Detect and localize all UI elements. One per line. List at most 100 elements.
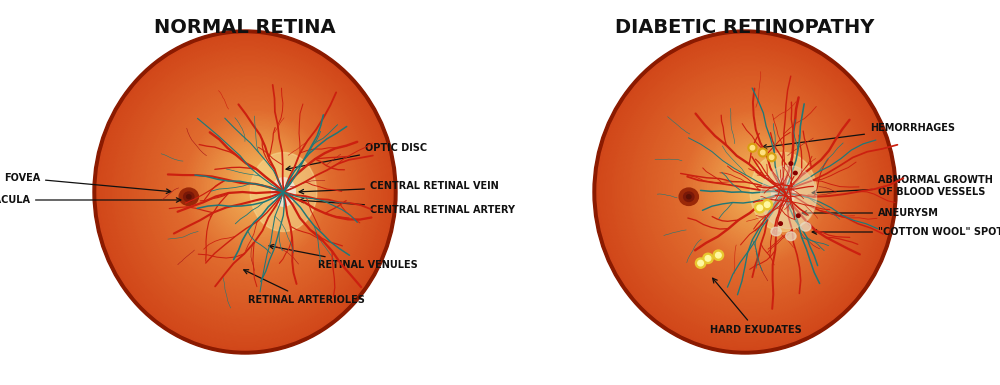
Text: CENTRAL RETINAL VEIN: CENTRAL RETINAL VEIN (299, 181, 499, 194)
Ellipse shape (151, 82, 353, 298)
Text: ABNORMAL GROWTH
OF BLOOD VESSELS: ABNORMAL GROWTH OF BLOOD VESSELS (812, 175, 993, 197)
Ellipse shape (695, 258, 706, 268)
Ellipse shape (756, 174, 776, 195)
Ellipse shape (196, 122, 320, 253)
Ellipse shape (245, 164, 284, 206)
Ellipse shape (625, 59, 872, 322)
Ellipse shape (242, 162, 286, 209)
Ellipse shape (800, 223, 811, 231)
Ellipse shape (106, 42, 387, 342)
Ellipse shape (247, 167, 282, 203)
Ellipse shape (145, 77, 357, 303)
Ellipse shape (606, 42, 887, 342)
Ellipse shape (642, 74, 859, 306)
Ellipse shape (730, 152, 794, 220)
Ellipse shape (137, 69, 364, 311)
Ellipse shape (108, 44, 385, 339)
Ellipse shape (688, 114, 826, 261)
Ellipse shape (710, 134, 809, 239)
Ellipse shape (671, 99, 838, 278)
Ellipse shape (764, 202, 770, 208)
Ellipse shape (165, 94, 343, 284)
Ellipse shape (747, 167, 782, 203)
Ellipse shape (227, 149, 297, 223)
Ellipse shape (134, 67, 366, 314)
Ellipse shape (762, 199, 772, 210)
Ellipse shape (103, 39, 389, 345)
Ellipse shape (278, 184, 289, 200)
Ellipse shape (236, 157, 290, 214)
Ellipse shape (716, 139, 805, 234)
Text: CENTRAL RETINAL ARTERY: CENTRAL RETINAL ARTERY (299, 198, 515, 215)
Ellipse shape (713, 137, 807, 237)
Text: HEMORRHAGES: HEMORRHAGES (762, 123, 955, 149)
Ellipse shape (750, 152, 817, 231)
Ellipse shape (657, 87, 849, 292)
Ellipse shape (148, 79, 355, 300)
Ellipse shape (705, 129, 813, 245)
Ellipse shape (93, 30, 397, 354)
Ellipse shape (208, 132, 311, 242)
Ellipse shape (600, 37, 891, 347)
Text: "COTTON WOOL" SPOTS: "COTTON WOOL" SPOTS (812, 227, 1000, 237)
Ellipse shape (608, 44, 885, 339)
Text: OPTIC DISC: OPTIC DISC (286, 143, 427, 171)
Ellipse shape (111, 47, 383, 336)
Ellipse shape (184, 192, 194, 201)
Ellipse shape (125, 59, 372, 322)
Ellipse shape (779, 222, 782, 225)
Ellipse shape (693, 119, 822, 256)
Ellipse shape (174, 102, 336, 275)
Ellipse shape (614, 49, 880, 333)
Ellipse shape (778, 184, 789, 200)
Ellipse shape (761, 150, 765, 155)
Ellipse shape (623, 57, 874, 325)
Ellipse shape (668, 97, 841, 281)
Ellipse shape (674, 102, 836, 275)
Ellipse shape (123, 57, 374, 325)
Ellipse shape (753, 172, 778, 198)
Ellipse shape (100, 37, 391, 347)
Ellipse shape (264, 182, 269, 187)
Text: HARD EXUDATES: HARD EXUDATES (710, 278, 802, 335)
Ellipse shape (210, 134, 309, 239)
Ellipse shape (708, 132, 811, 242)
Ellipse shape (750, 146, 755, 150)
Ellipse shape (750, 169, 780, 201)
Ellipse shape (620, 54, 876, 328)
Ellipse shape (117, 52, 378, 331)
Ellipse shape (171, 99, 338, 278)
Ellipse shape (640, 72, 862, 308)
Ellipse shape (185, 112, 328, 264)
Ellipse shape (679, 107, 832, 270)
Ellipse shape (603, 39, 889, 345)
Ellipse shape (648, 79, 855, 300)
Ellipse shape (719, 142, 803, 231)
Text: RETINAL ARTERIOLES: RETINAL ARTERIOLES (244, 270, 365, 305)
Ellipse shape (662, 92, 845, 286)
Ellipse shape (202, 127, 315, 248)
Ellipse shape (786, 232, 796, 241)
Ellipse shape (128, 62, 370, 320)
Ellipse shape (703, 253, 713, 263)
Ellipse shape (176, 104, 334, 273)
Ellipse shape (676, 104, 834, 273)
Ellipse shape (631, 64, 868, 317)
Ellipse shape (628, 62, 870, 320)
Ellipse shape (272, 178, 295, 206)
Ellipse shape (759, 177, 773, 192)
Ellipse shape (742, 162, 786, 209)
Ellipse shape (593, 30, 897, 354)
Ellipse shape (758, 148, 767, 157)
Ellipse shape (679, 188, 698, 206)
Ellipse shape (219, 142, 303, 231)
Ellipse shape (713, 250, 724, 260)
Ellipse shape (230, 152, 294, 220)
Ellipse shape (739, 159, 788, 212)
Text: NORMAL RETINA: NORMAL RETINA (154, 18, 336, 37)
Ellipse shape (654, 84, 851, 295)
Ellipse shape (696, 122, 820, 253)
Ellipse shape (755, 203, 765, 213)
Ellipse shape (651, 82, 853, 298)
Ellipse shape (239, 159, 288, 212)
